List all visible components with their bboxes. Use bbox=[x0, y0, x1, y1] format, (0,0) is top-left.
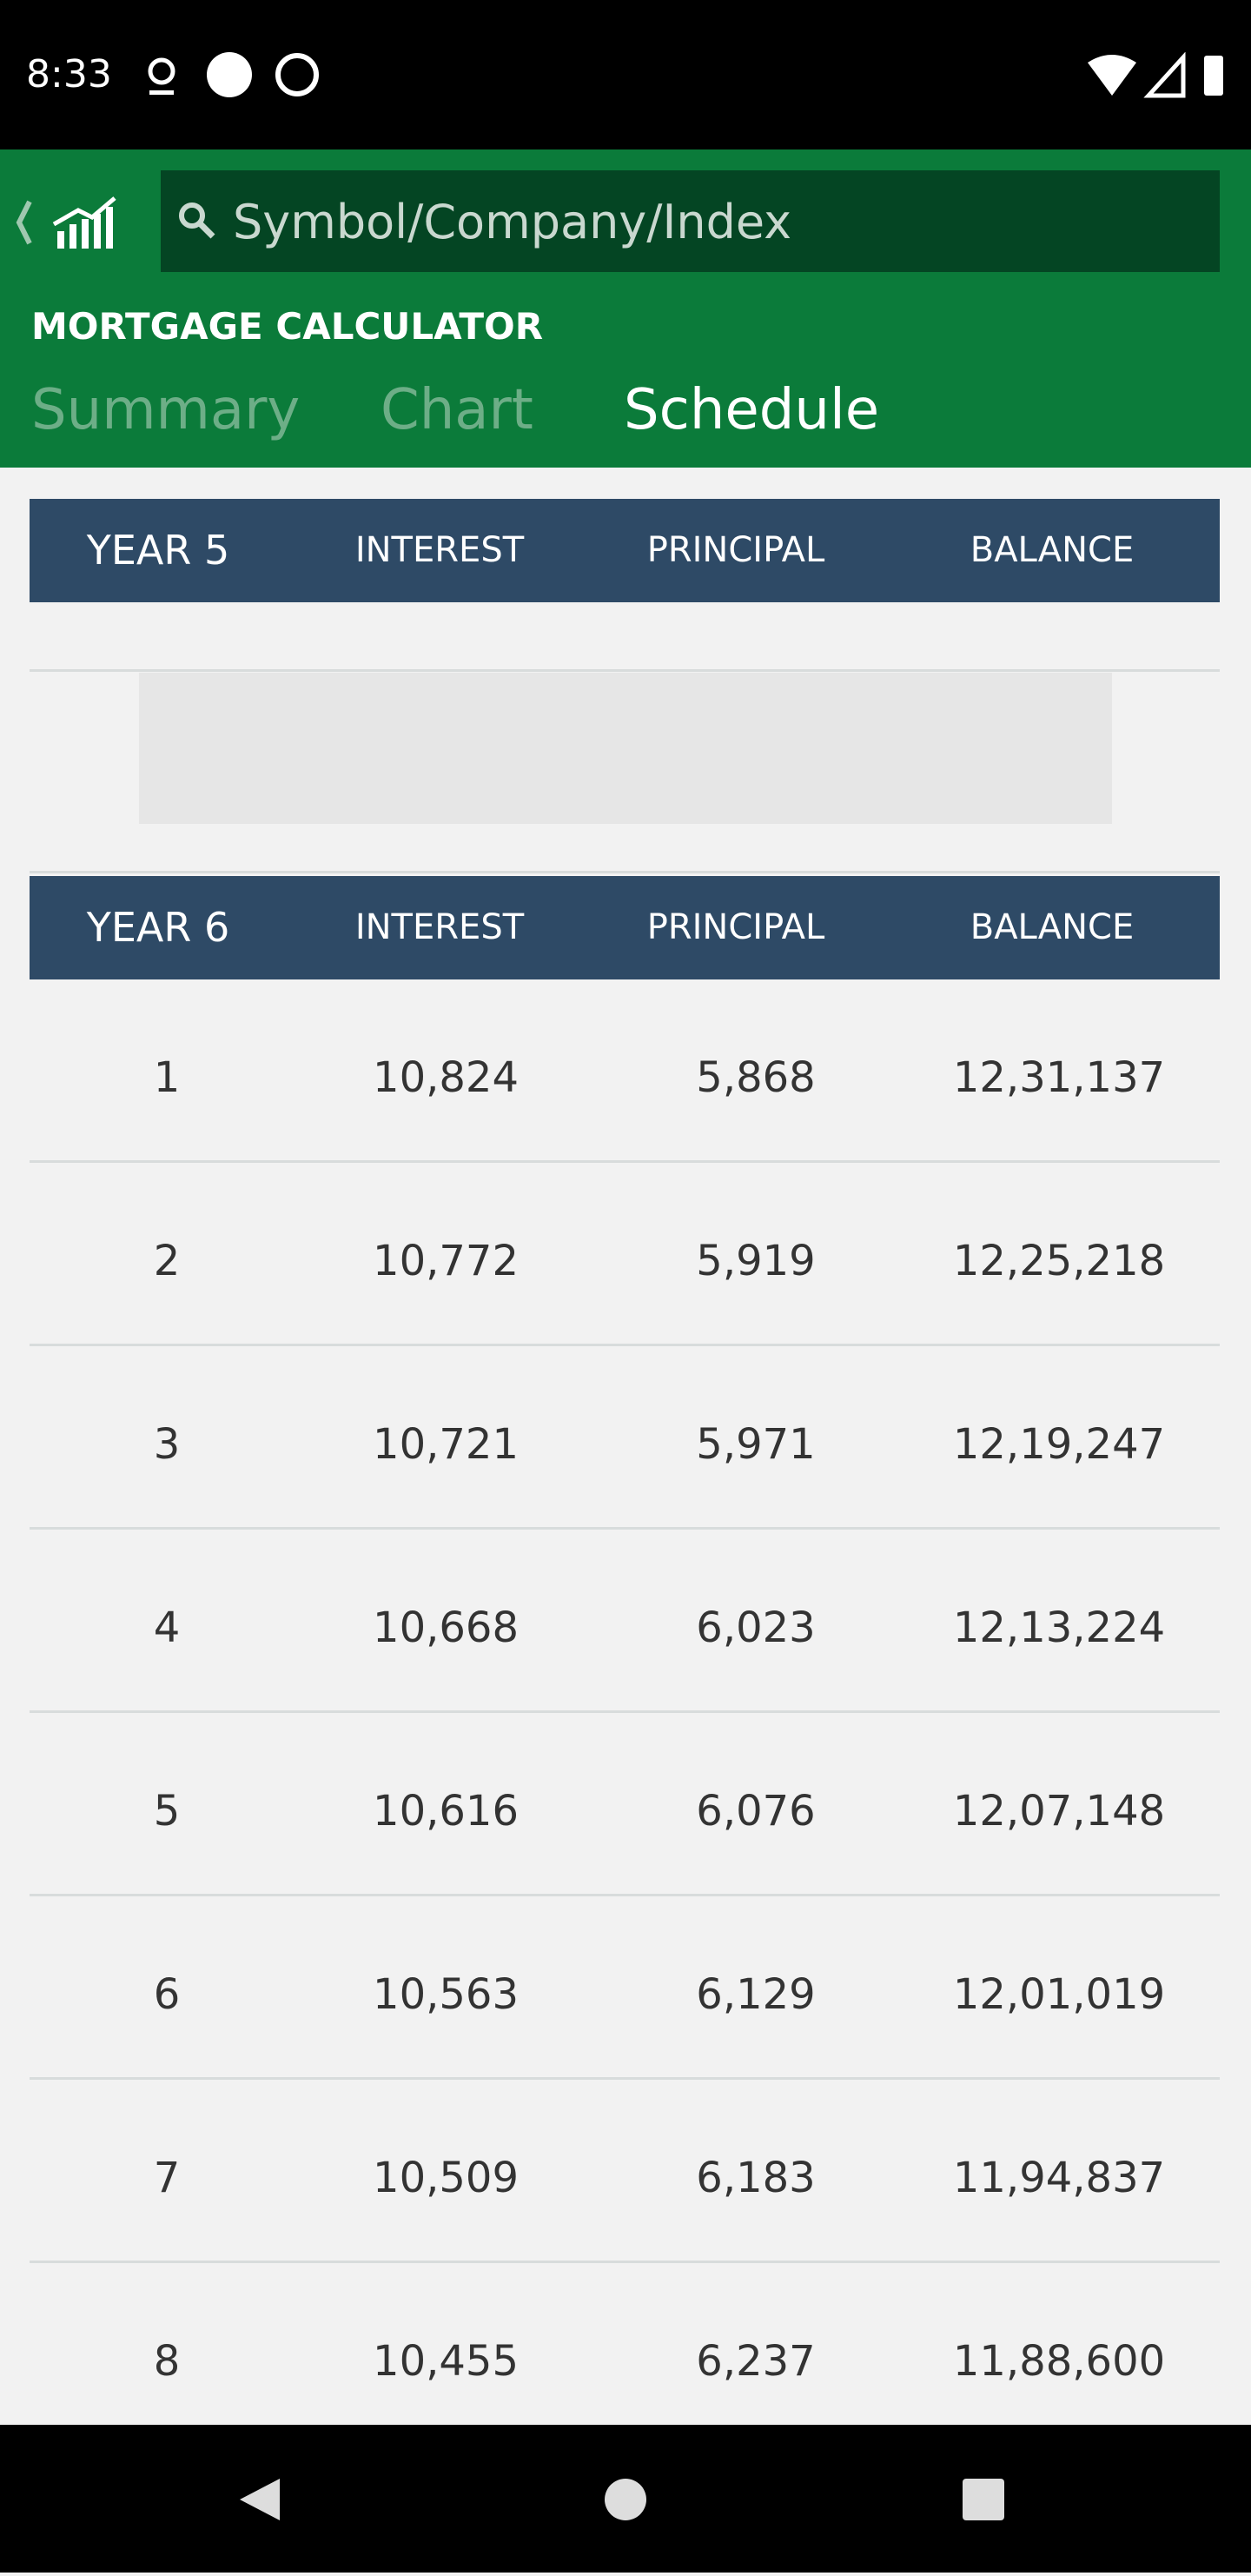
nav-home[interactable] bbox=[605, 2479, 646, 2520]
status-bar: 8:33 bbox=[0, 0, 1251, 149]
row-divider bbox=[30, 1710, 1220, 1713]
search-icon bbox=[179, 202, 215, 239]
table-cell: 11,94,837 bbox=[952, 2154, 1166, 2202]
table-cell: 10,824 bbox=[373, 1053, 519, 1102]
table-cell: 6,183 bbox=[696, 2154, 816, 2202]
table-cell: 6,237 bbox=[696, 2337, 816, 2386]
row-divider bbox=[30, 1527, 1220, 1530]
tab[interactable]: Chart bbox=[381, 378, 533, 442]
column-header: YEAR 5 bbox=[86, 527, 230, 574]
table-cell: 5 bbox=[153, 1787, 181, 1836]
table-header: YEAR 6 INTEREST PRINCIPAL BALANCE bbox=[30, 876, 1220, 979]
back-logo[interactable] bbox=[12, 193, 125, 254]
table-cell: 5,868 bbox=[696, 1053, 816, 1102]
table-cell: 4 bbox=[153, 1603, 181, 1652]
table-cell: 10,772 bbox=[373, 1237, 519, 1285]
tab[interactable]: Schedule bbox=[624, 378, 880, 442]
status-time: 8:33 bbox=[26, 52, 112, 96]
nav-buttons bbox=[240, 2479, 1004, 2520]
row-divider bbox=[30, 1344, 1220, 1346]
table-cell: 5,919 bbox=[696, 1237, 816, 1285]
column-header: INTEREST bbox=[354, 530, 525, 570]
table-cell: 10,721 bbox=[373, 1420, 519, 1469]
system-icons bbox=[1088, 52, 1223, 98]
table-cell: 10,509 bbox=[373, 2154, 519, 2202]
tab[interactable]: Summary bbox=[31, 378, 301, 442]
table-cell: 10,616 bbox=[373, 1787, 519, 1836]
page-title: MORTGAGE CALCULATOR bbox=[31, 305, 544, 348]
column-header: YEAR 6 bbox=[86, 904, 230, 951]
column-header: PRINCIPAL bbox=[646, 907, 825, 947]
table-cell: 12,31,137 bbox=[952, 1053, 1166, 1102]
row-divider bbox=[30, 2077, 1220, 2080]
search-placeholder[interactable]: Symbol/Company/Index bbox=[233, 195, 792, 249]
table-cell: 12,13,224 bbox=[952, 1603, 1166, 1652]
table-cell: 10,455 bbox=[373, 2337, 519, 2386]
table-cell: 1 bbox=[153, 1053, 181, 1102]
column-header: PRINCIPAL bbox=[646, 530, 825, 570]
table-cell: 6,076 bbox=[696, 1787, 816, 1836]
search-box[interactable] bbox=[161, 170, 1220, 272]
table-cell: 6,129 bbox=[696, 1970, 816, 2019]
nav-recents[interactable] bbox=[963, 2479, 1004, 2520]
table-header: YEAR 5 INTEREST PRINCIPAL BALANCE bbox=[30, 499, 1220, 602]
table-cell: 12,01,019 bbox=[952, 1970, 1166, 2019]
table-cell: 12,25,218 bbox=[952, 1237, 1166, 1285]
table-cell: 7 bbox=[153, 2154, 181, 2202]
column-header: BALANCE bbox=[970, 907, 1135, 947]
table-cell: 11,88,600 bbox=[952, 2337, 1166, 2386]
nav-bar bbox=[0, 2425, 1251, 2573]
ad-placeholder bbox=[139, 673, 1112, 824]
nav-back[interactable] bbox=[240, 2479, 280, 2520]
table-cell: 8 bbox=[153, 2337, 181, 2386]
table-cell: 6 bbox=[153, 1970, 181, 2019]
table-cell: 12,19,247 bbox=[952, 1420, 1166, 1469]
row-divider bbox=[30, 2261, 1220, 2263]
table-cell: 12,07,148 bbox=[952, 1787, 1166, 1836]
table-cell: 5,971 bbox=[696, 1420, 816, 1469]
row-divider bbox=[30, 871, 1220, 873]
row-divider bbox=[30, 1160, 1220, 1163]
column-header: INTEREST bbox=[354, 907, 525, 947]
table-cell: 10,563 bbox=[373, 1970, 519, 2019]
row-divider bbox=[30, 1894, 1220, 1896]
table-cell: 10,668 bbox=[373, 1603, 519, 1652]
row-divider bbox=[30, 669, 1220, 672]
table-cell: 3 bbox=[153, 1420, 181, 1469]
table-cell: 6,023 bbox=[696, 1603, 816, 1652]
column-header: BALANCE bbox=[970, 530, 1135, 570]
status-icons bbox=[148, 52, 319, 97]
table-cell: 2 bbox=[153, 1237, 181, 1285]
